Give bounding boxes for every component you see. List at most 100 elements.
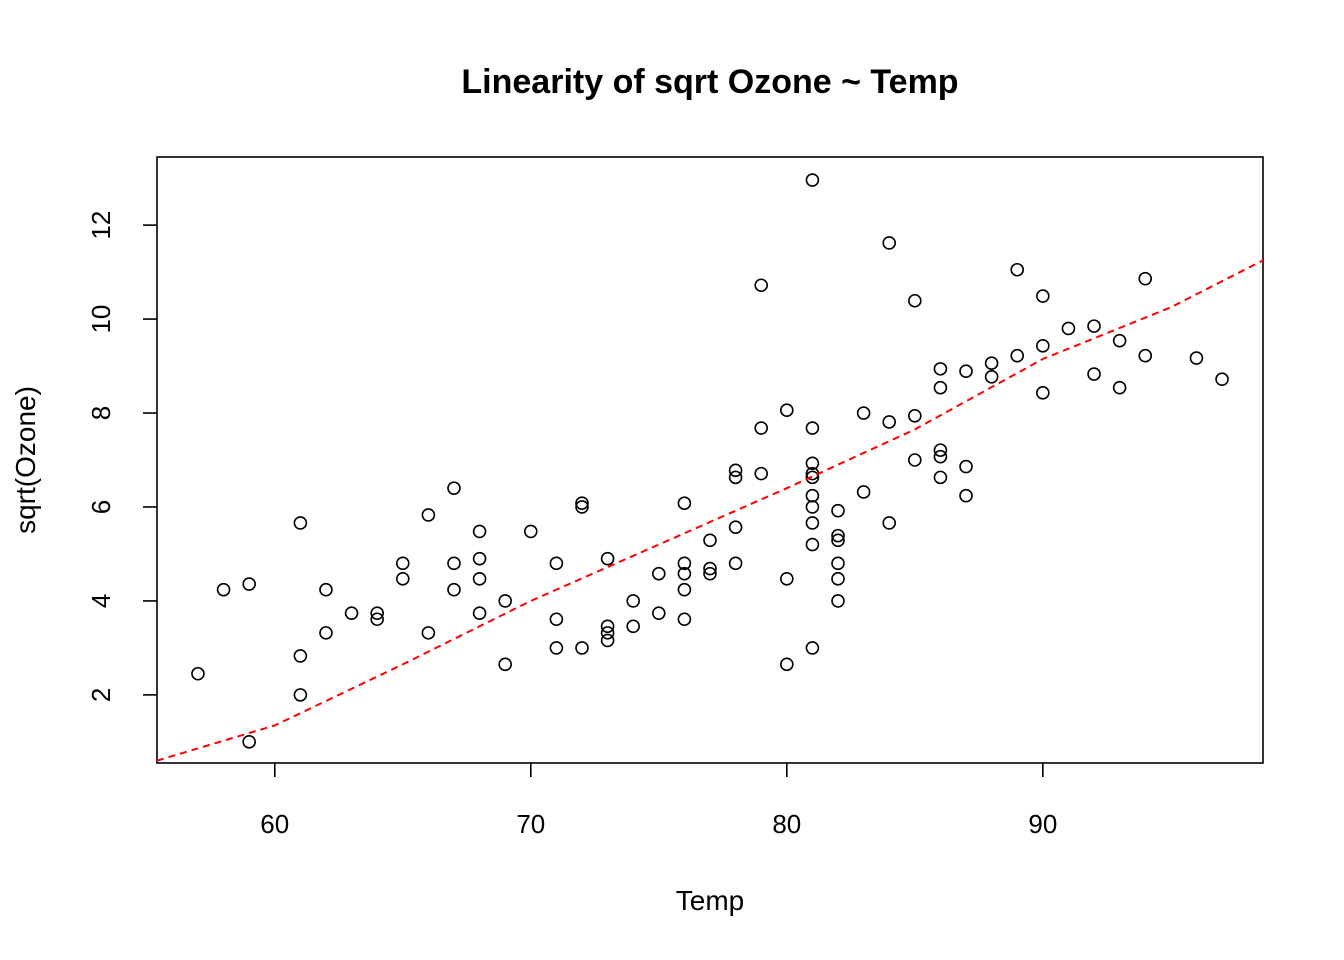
- data-point: [421, 508, 436, 522]
- x-axis: 60 70 80 90: [260, 763, 1057, 839]
- y-tick-label: 12: [86, 211, 116, 240]
- data-point: [959, 459, 973, 474]
- data-point: [805, 641, 820, 655]
- data-point: [754, 466, 769, 481]
- data-point: [805, 537, 820, 552]
- data-point: [728, 556, 743, 571]
- y-axis-label: sqrt(Ozone): [10, 386, 41, 534]
- y-tick-label: 8: [86, 406, 116, 420]
- x-tick-label: 80: [772, 809, 801, 839]
- data-point: [626, 619, 640, 634]
- data-point: [933, 470, 948, 485]
- trend-line: [156, 259, 1264, 762]
- data-point: [831, 556, 845, 571]
- data-point: [882, 516, 897, 530]
- data-point: [831, 572, 845, 586]
- data-point: [728, 520, 743, 534]
- data-point: [1036, 289, 1050, 303]
- data-point: [677, 496, 692, 511]
- data-point: [498, 594, 512, 608]
- data-point: [1010, 262, 1025, 277]
- data-point: [754, 421, 769, 435]
- data-point: [575, 641, 589, 655]
- x-tick-label: 60: [260, 809, 289, 839]
- data-point: [780, 572, 794, 586]
- data-point: [908, 453, 922, 467]
- data-point: [805, 516, 820, 530]
- data-point: [242, 735, 256, 749]
- data-point: [933, 443, 948, 457]
- data-point: [447, 582, 461, 597]
- x-axis-label: Temp: [676, 885, 744, 916]
- chart-title: Linearity of sqrt Ozone ~ Temp: [461, 63, 958, 101]
- data-point: [600, 626, 615, 640]
- data-point: [370, 606, 384, 620]
- data-point: [1112, 380, 1127, 395]
- data-point: [933, 449, 948, 464]
- data-point: [395, 556, 410, 571]
- data-point: [319, 626, 333, 640]
- data-point: [319, 582, 333, 597]
- data-point: [908, 409, 922, 423]
- data-point: [549, 641, 564, 655]
- y-axis: 2 4 6 8 10 12: [86, 211, 157, 702]
- data-point: [1112, 333, 1127, 348]
- plot-frame: [156, 156, 1264, 764]
- data-point: [1087, 367, 1101, 381]
- y-tick-label: 6: [86, 500, 116, 514]
- data-point: [549, 612, 564, 627]
- y-tick-label: 4: [86, 594, 116, 608]
- data-point: [882, 236, 897, 250]
- data-point: [549, 556, 564, 571]
- data-point: [882, 415, 897, 429]
- data-point: [651, 566, 666, 581]
- data-point: [472, 606, 487, 620]
- data-point: [728, 470, 743, 485]
- data-point: [472, 524, 487, 539]
- data-point: [933, 380, 948, 395]
- data-point: [728, 463, 743, 478]
- data-point: [447, 556, 461, 571]
- data-point: [472, 551, 487, 566]
- data-point: [959, 364, 973, 379]
- data-point: [600, 551, 615, 566]
- y-tick-label: 10: [86, 305, 116, 334]
- data-point: [1138, 348, 1153, 363]
- data-point: [575, 496, 589, 511]
- data-point: [780, 657, 794, 672]
- data-point: [805, 421, 820, 435]
- data-point: [1138, 271, 1153, 286]
- data-point: [677, 556, 692, 571]
- data-point: [523, 524, 538, 539]
- data-point: [472, 572, 487, 586]
- data-point: [856, 406, 871, 420]
- data-point: [677, 566, 692, 581]
- data-point: [1036, 386, 1050, 400]
- data-point: [959, 488, 973, 503]
- data-point: [651, 606, 666, 620]
- data-point: [831, 594, 845, 608]
- data-point: [293, 516, 308, 530]
- data-point: [677, 612, 692, 627]
- data-point: [805, 470, 820, 485]
- data-point: [344, 606, 359, 620]
- data-point: [856, 485, 871, 499]
- data-point: [421, 626, 436, 640]
- data-points: [191, 173, 1229, 749]
- data-point: [805, 173, 820, 187]
- data-point: [1215, 372, 1229, 387]
- data-point: [395, 572, 410, 586]
- data-point: [754, 278, 769, 293]
- data-point: [447, 481, 461, 495]
- data-point: [703, 561, 717, 576]
- data-point: [293, 688, 308, 702]
- data-point: [831, 528, 845, 543]
- data-point: [242, 577, 256, 591]
- data-point: [293, 649, 308, 663]
- x-tick-label: 90: [1028, 809, 1057, 839]
- data-point: [984, 356, 999, 371]
- data-point: [626, 594, 640, 608]
- data-point: [498, 657, 512, 672]
- data-point: [600, 633, 615, 648]
- data-point: [677, 582, 692, 597]
